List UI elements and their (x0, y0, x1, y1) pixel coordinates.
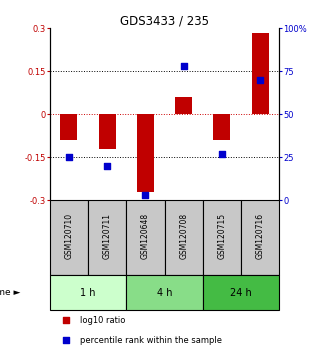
Bar (164, 200, 203, 275)
Point (63, 338, 68, 343)
Text: log10 ratio: log10 ratio (80, 316, 125, 325)
Bar (88, 200, 126, 275)
Text: GSM120710: GSM120710 (65, 213, 74, 259)
Point (105, 163, 110, 169)
Bar (60, 114, 77, 140)
Text: GSM120648: GSM120648 (141, 213, 150, 259)
Point (181, 63, 186, 69)
Bar (126, 200, 164, 275)
Bar (50, 275, 126, 310)
Point (66, 154, 72, 160)
Bar (175, 97, 192, 114)
Bar (50, 200, 88, 275)
Point (257, 77, 263, 83)
Point (219, 151, 224, 156)
Point (143, 192, 148, 198)
Text: 24 h: 24 h (230, 288, 252, 298)
Text: 4 h: 4 h (157, 288, 172, 298)
Bar (252, 33, 269, 114)
Text: GSM120715: GSM120715 (217, 213, 226, 259)
Text: GSM120716: GSM120716 (256, 213, 265, 259)
Bar (203, 275, 279, 310)
Bar (126, 275, 203, 310)
Text: time ►: time ► (0, 288, 20, 297)
Bar (213, 114, 230, 140)
Point (63, 318, 68, 323)
Bar (137, 114, 154, 192)
Text: 1 h: 1 h (80, 288, 96, 298)
Text: GSM120708: GSM120708 (179, 213, 188, 259)
Text: GSM120711: GSM120711 (103, 213, 112, 259)
Bar (203, 200, 241, 275)
Text: percentile rank within the sample: percentile rank within the sample (80, 336, 221, 345)
Bar (241, 200, 279, 275)
Title: GDS3433 / 235: GDS3433 / 235 (120, 14, 209, 27)
Bar (99, 114, 116, 149)
